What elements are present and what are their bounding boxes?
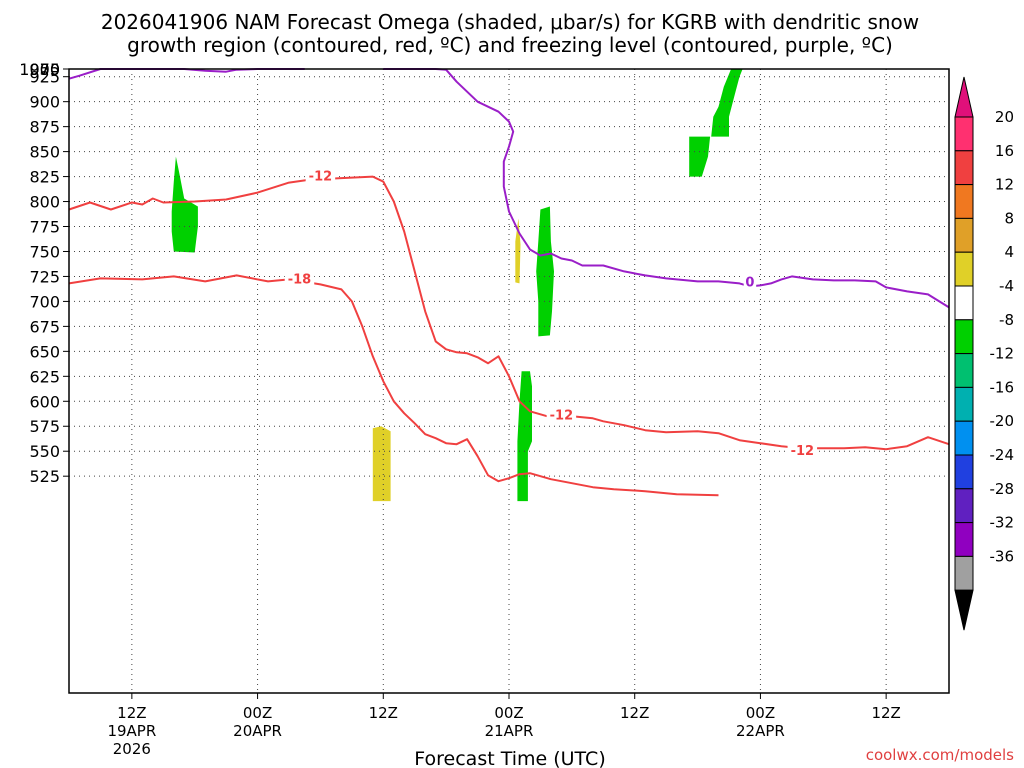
x-tick-label: 00Z xyxy=(243,704,272,722)
colorbar-swatch xyxy=(954,420,974,456)
omega-region xyxy=(536,206,554,337)
x-tick-label: 20APR xyxy=(233,722,282,740)
x-axis-label: Forecast Time (UTC) xyxy=(414,748,605,768)
colorbar-swatch xyxy=(954,251,974,287)
contour-label-text: -12 xyxy=(791,444,815,459)
contour-label: -12 xyxy=(787,443,818,459)
x-tick-label: 12Z xyxy=(620,704,649,722)
x-tick-label: 22APR xyxy=(736,722,785,740)
colorbar-swatch xyxy=(954,522,974,557)
colorbar-label: -12 xyxy=(990,345,1015,363)
chart-title-line2: growth region (contoured, red, ºC) and f… xyxy=(127,33,893,57)
colorbar-label: 4 xyxy=(1004,243,1014,261)
colorbar-swatch xyxy=(954,555,974,591)
x-tick-label: 19APR xyxy=(107,722,156,740)
omega-region xyxy=(372,426,391,502)
contour-label-text: -12 xyxy=(309,170,333,185)
y-tick-label: 825 xyxy=(29,168,60,187)
y-tick-label: 850 xyxy=(29,143,60,162)
colorbar-label: -20 xyxy=(990,412,1015,430)
colorbar-label: 20 xyxy=(995,108,1014,126)
colorbar-swatch xyxy=(954,150,974,186)
colorbar-label: 8 xyxy=(1004,209,1014,227)
contour-label: -18 xyxy=(284,271,315,287)
colorbar-label: -16 xyxy=(990,378,1015,396)
colorbar-swatch xyxy=(954,285,974,321)
omega-region xyxy=(689,69,743,177)
contour-label: 0 xyxy=(743,274,757,290)
colorbar-label: -28 xyxy=(990,480,1015,498)
contour-label-text: 0 xyxy=(745,275,754,290)
y-tick-label: 575 xyxy=(29,417,60,436)
y-tick-label: 525 xyxy=(29,467,60,486)
credit-text: coolwx.com/models xyxy=(866,746,1014,764)
contour-line xyxy=(383,68,950,309)
grid-lines xyxy=(69,68,949,693)
y-axis: 525 550 575 600 625 650 675 700 725 750 775 800 825 8… xyxy=(19,60,69,486)
x-tick-label: 12Z xyxy=(369,704,398,722)
colorbar-label: -32 xyxy=(990,514,1015,532)
y-tick-label: 750 xyxy=(29,242,60,261)
contour-label-bg xyxy=(284,271,315,286)
x-tick-label: 21APR xyxy=(485,722,534,740)
x-tick-label: 2026 xyxy=(113,740,151,758)
contour-label-bg xyxy=(305,168,336,183)
contour-label-bg xyxy=(787,443,818,458)
y-tick-label: 550 xyxy=(29,442,60,461)
y-tick-label: 925 xyxy=(29,68,60,87)
x-tick-label: 00Z xyxy=(746,704,775,722)
contour-label-bg xyxy=(743,274,757,289)
colorbar-swatch xyxy=(954,116,974,152)
colorbar-label: 12 xyxy=(995,176,1014,194)
y-tick-label: 675 xyxy=(29,317,60,336)
colorbar-swatch xyxy=(954,319,974,355)
y-tick-label: 875 xyxy=(29,118,60,137)
y-tick-label: 900 xyxy=(29,93,60,112)
contour-line xyxy=(68,68,305,80)
colorbar-swatch xyxy=(954,454,974,490)
y-tick-label: 1000 xyxy=(19,60,60,79)
y-tick-label: 725 xyxy=(29,267,60,286)
y-tick-label: 625 xyxy=(29,367,60,386)
colorbar: 20 16 12 8 4 -4 -8 -12 -16 -20 -24 -28 -32 -36 xyxy=(954,76,1015,631)
y-tick-label: 950 xyxy=(29,60,60,79)
contour-label-text: -18 xyxy=(288,272,312,287)
y-tick-label: 650 xyxy=(29,342,60,361)
contour-label: -12 xyxy=(546,407,577,423)
omega-region xyxy=(171,156,198,253)
x-tick-label: 12Z xyxy=(117,704,146,722)
y-tick-label: 700 xyxy=(29,292,60,311)
colorbar-top-arrow xyxy=(954,76,974,118)
colorbar-swatch xyxy=(954,386,974,422)
contour-label: -12 xyxy=(305,168,336,185)
y-tick-label: 775 xyxy=(29,218,60,237)
colorbar-swatch xyxy=(954,353,974,388)
y-tick-label: 600 xyxy=(29,392,60,411)
contour-line xyxy=(68,175,950,451)
colorbar-label: -8 xyxy=(999,311,1014,329)
x-tick-label: 12Z xyxy=(871,704,900,722)
plot-area xyxy=(171,69,743,502)
colorbar-swatch xyxy=(954,488,974,524)
colorbar-swatch xyxy=(954,217,974,253)
colorbar-swatch xyxy=(954,184,974,219)
contour-label-bg xyxy=(546,407,577,422)
colorbar-label: -36 xyxy=(990,547,1015,565)
y-tick-label: 800 xyxy=(29,193,60,212)
y-tick-label: 975 xyxy=(29,60,60,79)
colorbar-label: 16 xyxy=(995,142,1014,160)
colorbar-label: -4 xyxy=(999,277,1014,295)
chart-title: 2026041906 NAM Forecast Omega (shaded, μ… xyxy=(101,10,919,34)
contour-lines xyxy=(68,68,950,497)
colorbar-bottom-arrow xyxy=(954,589,974,631)
x-tick-label: 00Z xyxy=(494,704,523,722)
contour-line xyxy=(68,274,719,497)
colorbar-label: -24 xyxy=(990,446,1015,464)
omega-region xyxy=(517,371,532,502)
contour-label-text: -12 xyxy=(550,408,574,423)
contour-labels: -18 -12 -12 -12 0 xyxy=(284,168,818,459)
